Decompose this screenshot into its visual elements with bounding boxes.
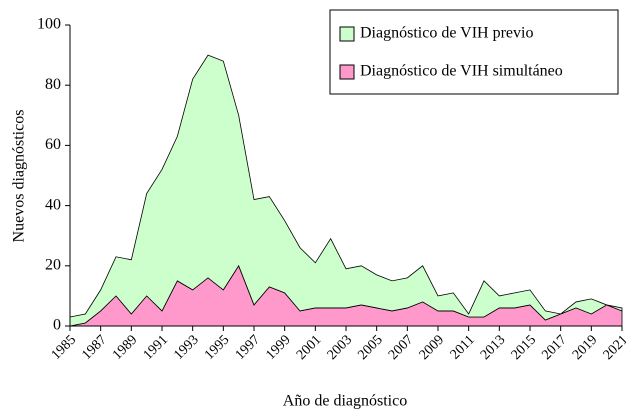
x-tick-label: 1987 <box>79 332 109 362</box>
y-axis-title: Nuevos diagnósticos <box>11 110 28 243</box>
x-tick-label: 2021 <box>601 332 626 362</box>
y-tick-label: 0 <box>53 317 61 334</box>
x-tick-label: 2003 <box>325 332 355 362</box>
x-tick-label: 2001 <box>294 332 324 362</box>
x-tick-label: 2013 <box>478 332 508 362</box>
x-tick-label: 2019 <box>570 332 600 362</box>
x-tick-label: 2011 <box>448 332 478 362</box>
y-tick-label: 20 <box>45 256 61 273</box>
legend-swatch <box>339 26 355 42</box>
x-tick-label: 1993 <box>171 332 201 362</box>
legend-label: Diagnóstico de VIH simultáneo <box>360 63 563 80</box>
x-tick-label: 2015 <box>509 332 539 362</box>
legend-swatch <box>339 64 355 80</box>
x-tick-label: 2007 <box>386 332 416 362</box>
x-tick-label: 1991 <box>141 332 171 362</box>
x-tick-label: 1997 <box>233 332 263 362</box>
x-tick-label: 2009 <box>417 332 447 362</box>
y-tick-label: 100 <box>37 16 61 33</box>
x-tick-label: 1999 <box>263 332 293 362</box>
x-tick-label: 1995 <box>202 332 232 362</box>
y-tick-label: 80 <box>45 76 61 93</box>
legend-box <box>329 9 619 95</box>
x-tick-label: 1985 <box>49 332 79 362</box>
y-tick-label: 40 <box>45 196 61 213</box>
x-tick-label: 2017 <box>539 332 569 362</box>
legend-label: Diagnóstico de VIH previo <box>360 25 533 42</box>
x-axis-title: Año de diagnóstico <box>283 393 407 410</box>
x-tick-label: 2005 <box>355 332 385 362</box>
area <box>69 54 623 327</box>
x-tick-label: 1989 <box>110 332 140 362</box>
y-tick-label: 60 <box>45 136 61 153</box>
